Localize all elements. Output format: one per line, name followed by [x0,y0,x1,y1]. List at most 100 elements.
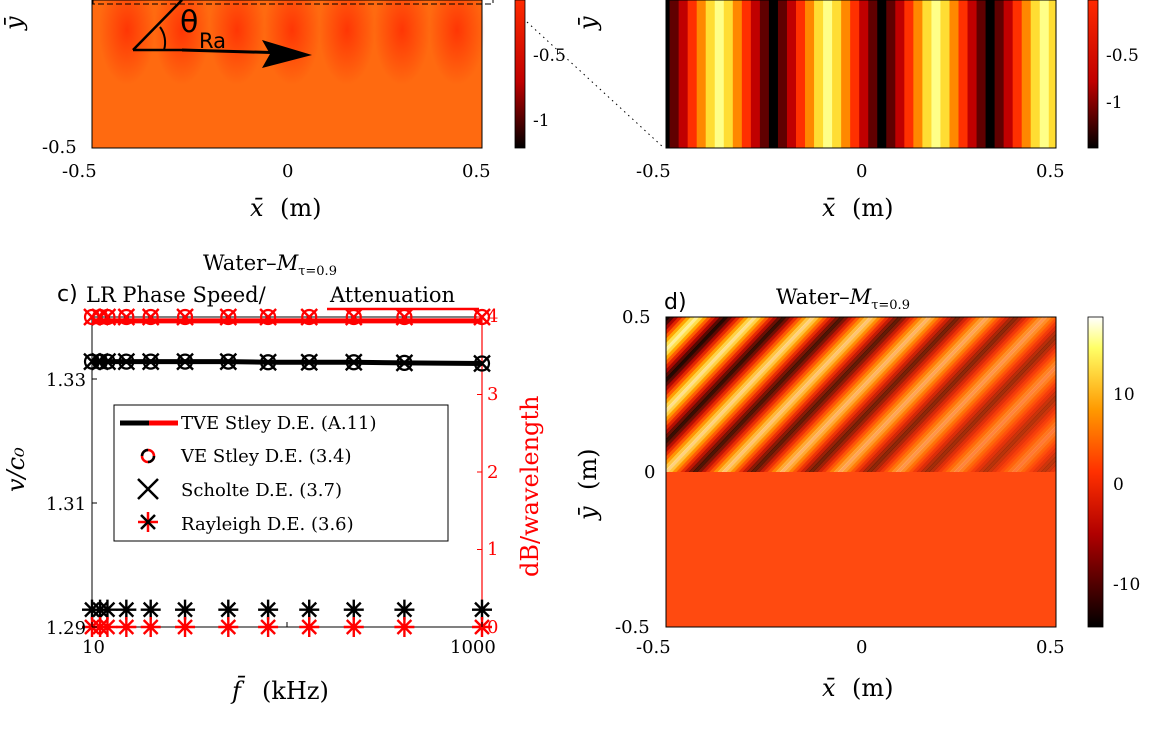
panel-d-wave-band [730,317,883,472]
panel-c-marker-star [140,617,161,637]
panel-c-marker-x [473,354,491,373]
svg-text:x̄: x̄ [250,194,264,222]
panel-c-ylabel-left: v/c₀ [2,447,30,492]
panel-c-marker-x [344,308,363,326]
panel-b-stripe [696,0,707,148]
panel-d-wave-band [666,317,684,336]
panel-d-wave-band [759,317,912,472]
panel-b-stripe [895,0,905,148]
panel-d-wave-band [904,317,1056,472]
panel-c-marker-x [300,353,319,372]
panel-c-marker-circle [260,354,277,371]
panel-c-marker-x [117,352,136,371]
panel-d-wave-band [666,317,688,340]
panel-d-wave-band [1099,317,1175,472]
panel-d-wave-band [887,317,1040,472]
panel-d-wave-band [676,317,829,472]
panel-d-wave-band [854,317,1007,472]
panel-c-marker-x [176,308,194,326]
panel-b-stripe [976,0,987,148]
panel-c-marker-x [395,354,414,372]
panel-b-xtick: -0.5 [636,161,671,182]
panel-d-wave-band [1153,317,1175,472]
panel-b-stripe [1012,0,1023,148]
panel-c-marker-circle [260,308,277,326]
panel-b-stripe [814,0,824,148]
panel-d-cbar-tick: 0 [1113,475,1124,495]
panel-a-frame [91,0,483,149]
panel-d-wave-band [1040,455,1056,472]
panel-d-wave-band [783,317,936,472]
panel-d-wave-band [688,317,841,472]
panel-d-wave-band [701,317,854,472]
panel-d-colorbar [1087,316,1104,628]
panel-b-stripe [877,0,887,148]
panel-c-marker-circle [142,308,159,326]
panel-d-wave-band [684,317,837,472]
panel-d-wave-band [771,317,924,472]
panel-c-ytick-left: 1.29 [46,618,86,639]
panel-c-marker-circle [220,308,237,326]
panel-d-wave-band [1003,416,1056,472]
panel-b: -0.5 0 0.5 x̄ (m) ȳ -0.5 -1 [574,0,1139,222]
panel-d-wave-band [837,317,990,472]
panel-b-frame [665,0,1057,149]
panel-c-xlabel: f̄ (kHz) [230,676,329,705]
panel-c-marker-x [98,352,117,371]
panel-b-stripe [805,0,815,148]
panel-b-stripe [967,0,978,148]
panel-d-wave-band [1136,317,1175,472]
panel-b-stripe [732,0,743,148]
panel-b-stripe [841,0,851,148]
panel-c-title-line2b: Attenuation [329,283,455,307]
panel-d-wave-band [1169,317,1175,472]
panel-a-spot [319,0,375,85]
panel-b-cbar-tick: -0.5 [1106,46,1139,66]
panel-c-marker-circle [176,308,194,326]
panel-b-stripe [759,0,770,148]
panel-d-wave-band [870,317,1023,472]
panel-d-wave-band [829,317,982,472]
panel-d-wave-band [908,317,1056,472]
panel-b-xtick: 0 [856,161,867,182]
panel-c-marker-x [259,308,277,326]
panel-c-marker-star [394,599,415,620]
panel-d-wave-band [962,373,1056,472]
panel-c-marker-star [258,617,279,637]
panel-d-wave-band [680,317,833,472]
panel-d-wave-band [692,317,845,472]
panel-d-wave-band [666,317,680,331]
panel-c-marker-circle [301,354,318,371]
panel-c-marker-x [176,352,194,371]
panel-b-stripe [931,0,941,148]
panel-c-xtick: 10 [82,637,105,658]
panel-b-stripe [949,0,959,148]
svg-text:(m): (m) [852,194,893,222]
panel-d-wave-band [792,317,945,472]
panel-d-wave-band [924,333,1056,472]
panel-b-stripe [922,0,932,148]
panel-d-wave-band [899,317,1052,472]
svg-text:(kHz): (kHz) [262,677,329,705]
panel-d-wave-band [875,317,1028,472]
panel-c-xtick: 1000 [450,637,496,658]
panel-c-marker-x [300,308,319,326]
panel-d-letter: d) [664,290,687,315]
legend-entry: VE Stley D.E. (3.4) [180,446,352,467]
panel-b-stripe [985,0,996,148]
panel-c-marker-circle [345,308,362,326]
panel-d-xtick: 0.5 [1036,637,1065,658]
panel-d-wave-band [833,317,986,472]
arrow-head-icon [262,40,312,68]
panel-c-marker-x [117,308,136,326]
panel-d-wave-band [812,317,965,472]
panel-b-stripe [1003,0,1014,148]
panel-a-spot [429,0,485,85]
panel-b-colorbar [1087,0,1099,149]
panel-d-wave-band [738,317,891,472]
panel-d-wave-band [767,317,920,472]
panel-b-stripe [678,0,689,148]
panel-d-wave-band [705,317,858,472]
panel-b-xlabel: x̄ (m) [822,194,893,222]
